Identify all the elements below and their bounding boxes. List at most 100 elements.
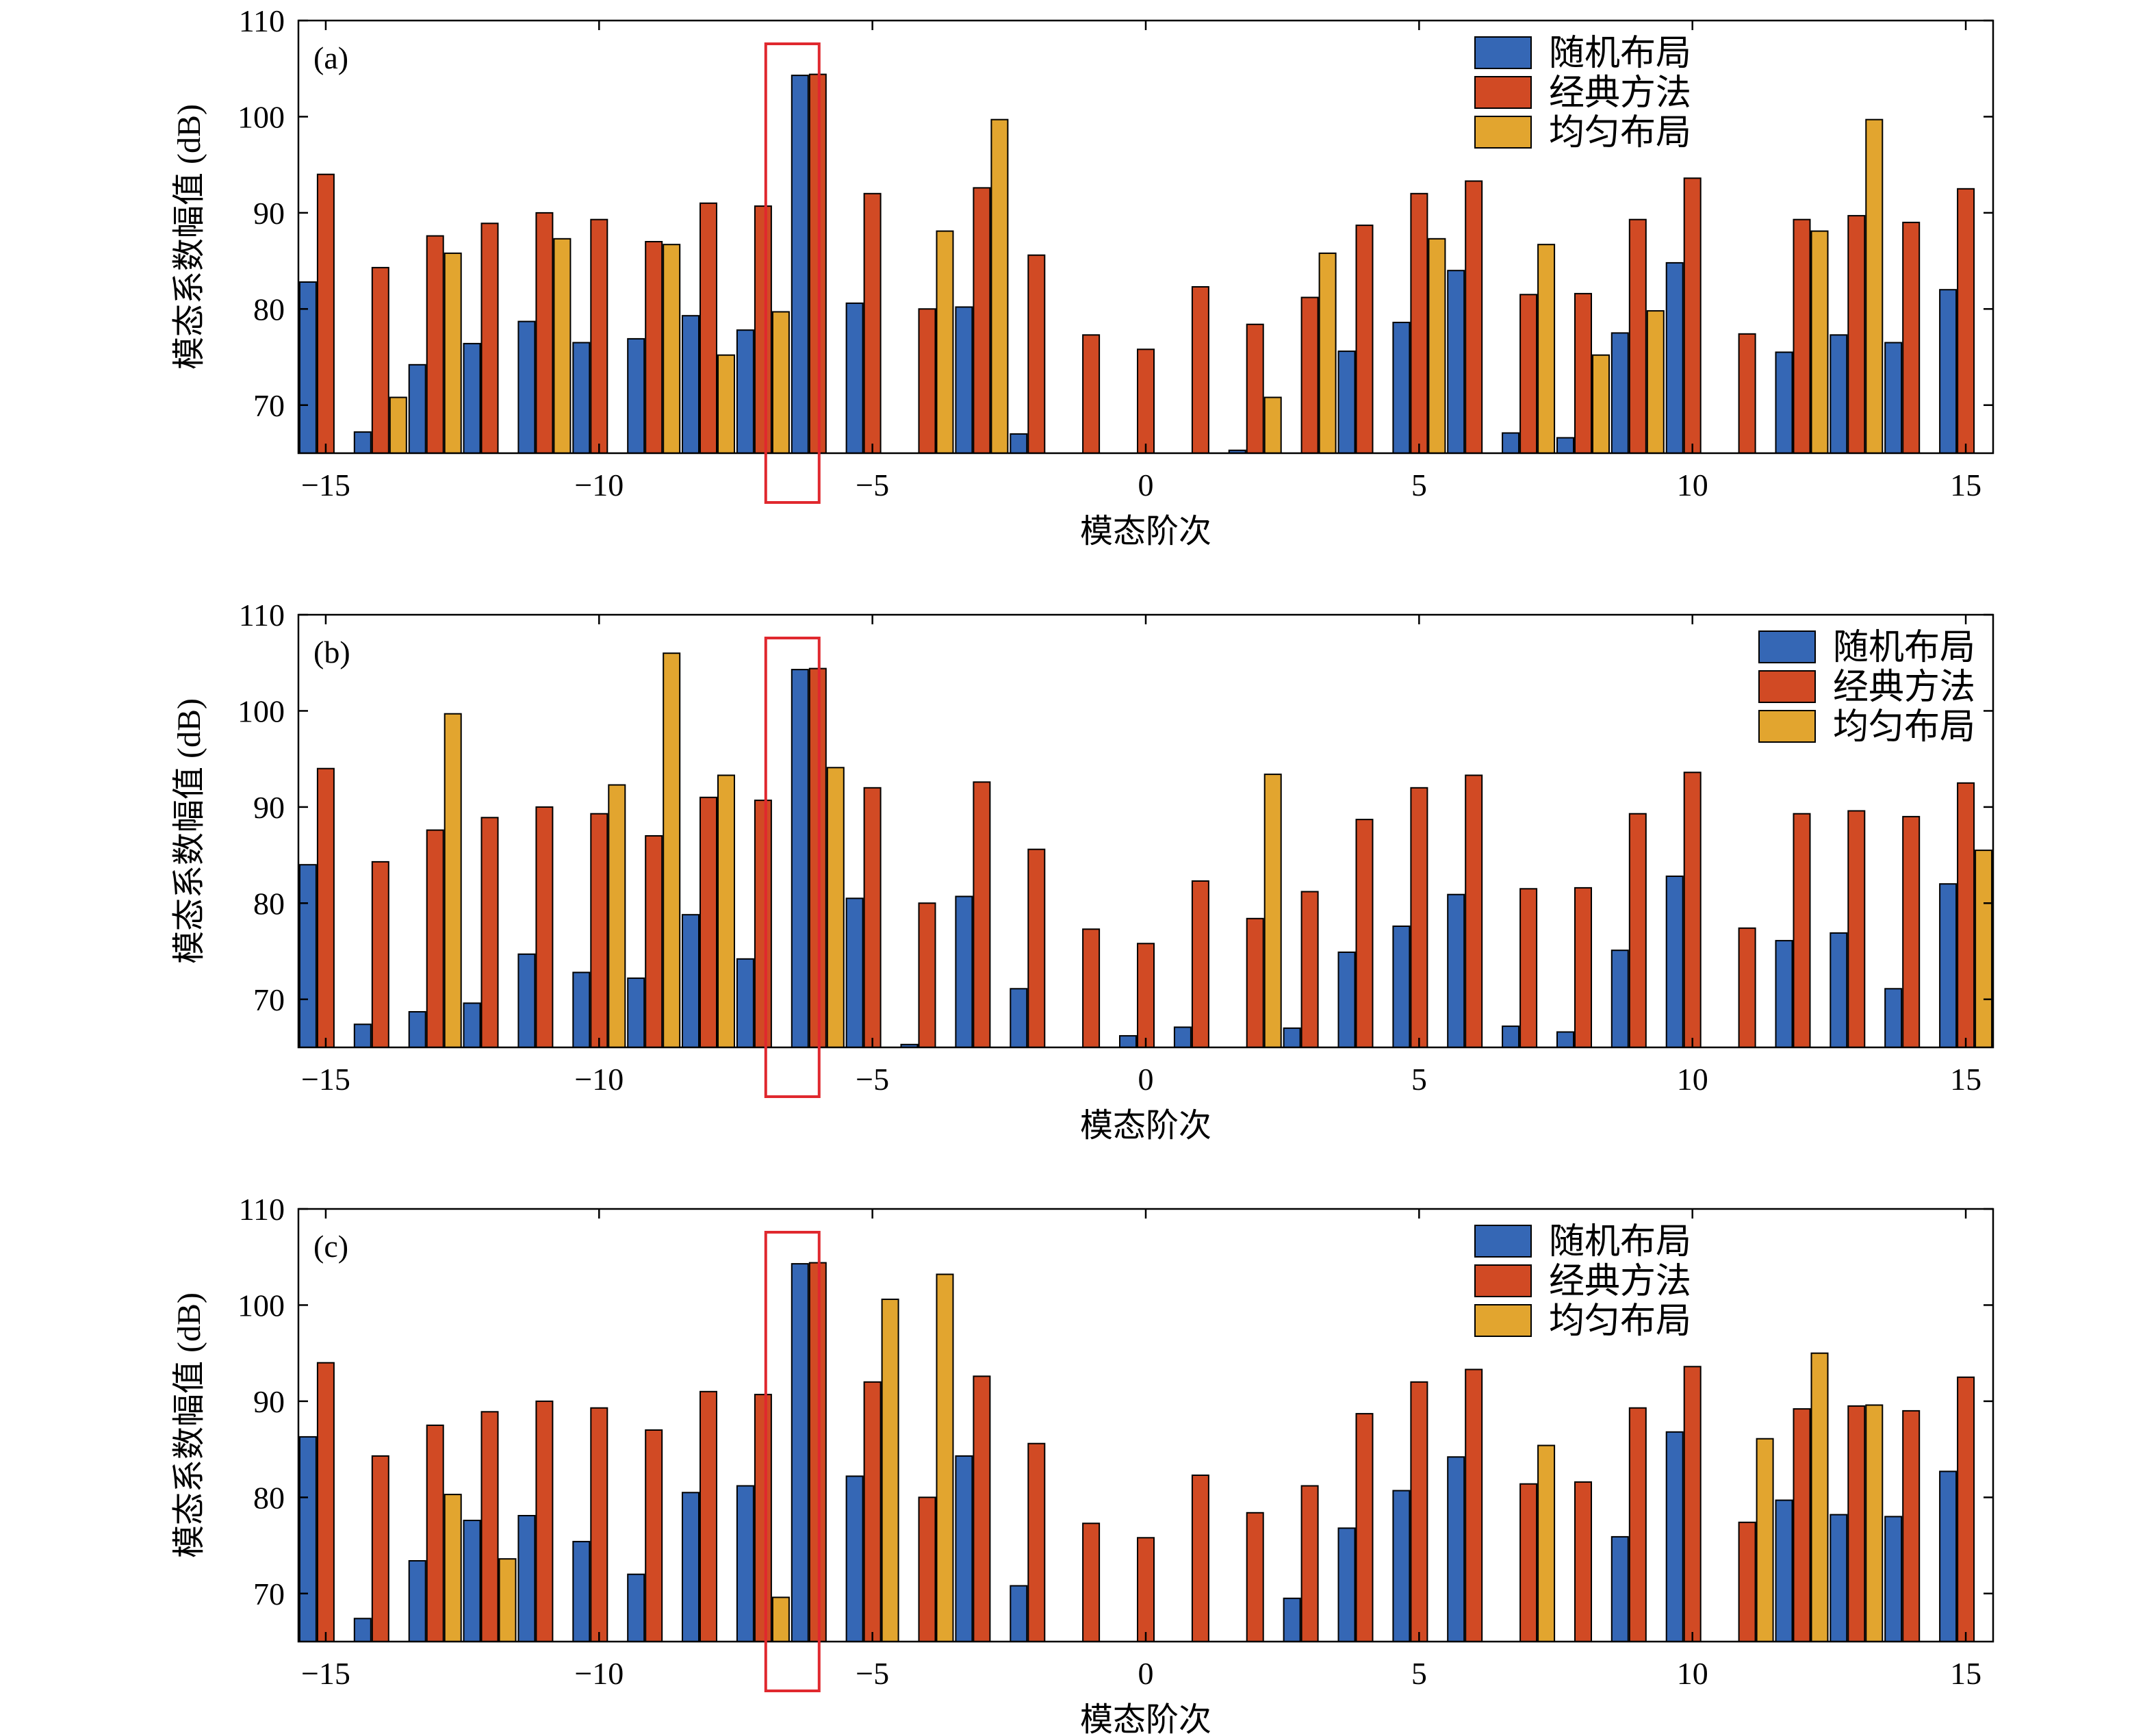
y-axis-label: 模态系数幅值 (dB) — [171, 104, 207, 370]
bar-classic-order-5 — [1410, 1381, 1428, 1643]
bar-random-order--11 — [517, 320, 536, 454]
legend-swatch-uniform — [1758, 710, 1816, 743]
bar-random-order-15 — [1939, 883, 1958, 1048]
bar-random-order--11 — [517, 1515, 536, 1642]
bar-random-order--3 — [955, 1455, 973, 1642]
bar-classic-order--8 — [700, 1390, 717, 1643]
y-tick-label: 80 — [253, 886, 285, 921]
panel-label: (a) — [313, 40, 348, 75]
bar-random-order--13 — [408, 1560, 426, 1642]
bar-random-order--13 — [408, 364, 426, 454]
y-tick-label: 110 — [239, 3, 285, 38]
x-axis-label: 模态阶次 — [1080, 513, 1211, 550]
bar-random-order-0 — [1119, 1035, 1137, 1048]
bar-random-order--7 — [736, 329, 754, 455]
chart-panel-1: −15 −10 −5 0 5 10 15 70 80 90 100 110 模态阶次 模态系数幅值 (dB… — [171, 3, 1994, 550]
bar-random-order--5 — [845, 897, 864, 1049]
y-tick-label: 100 — [238, 99, 285, 134]
bar-random-order-6 — [1447, 270, 1465, 454]
bar-classic-order--14 — [371, 1455, 389, 1642]
legend-swatch-uniform — [1474, 116, 1532, 149]
bar-classic-order--13 — [426, 1425, 444, 1642]
bar-random-order-15 — [1939, 1470, 1958, 1642]
bar-classic-order-14 — [1902, 815, 1921, 1049]
bar-random-order-13 — [1830, 334, 1848, 454]
bar-classic-order--9 — [645, 835, 663, 1048]
bar-classic-order--5 — [863, 192, 882, 454]
bar-classic-order--12 — [480, 222, 499, 454]
x-tick-label: 15 — [1950, 1062, 1981, 1097]
bar-random-order--15 — [298, 864, 317, 1048]
legend-label-random: 随机布局 — [1549, 1223, 1691, 1262]
x-axis-label: 模态阶次 — [1080, 1108, 1211, 1144]
bar-classic-order-14 — [1902, 1410, 1921, 1642]
bar-classic-order-12 — [1793, 813, 1811, 1048]
bar-random-order--14 — [353, 1618, 372, 1643]
bar-random-order--2 — [1010, 433, 1028, 455]
bar-random-order-7 — [1502, 432, 1520, 454]
bar-random-order--7 — [736, 958, 754, 1049]
bar-uniform-order--11 — [553, 238, 572, 454]
y-tick-label: 110 — [239, 1192, 285, 1227]
bar-random-order-13 — [1830, 1514, 1848, 1643]
bar-classic-order--11 — [535, 212, 554, 454]
bar-uniform-order--6 — [826, 767, 845, 1049]
x-tick-label: 10 — [1677, 468, 1708, 502]
y-tick-label: 100 — [238, 1288, 285, 1323]
bar-random-order-6 — [1447, 893, 1465, 1048]
bar-classic-order--15 — [316, 173, 335, 454]
bar-classic-order--12 — [480, 1411, 499, 1643]
bar-uniform-order--3 — [990, 118, 1009, 454]
bar-classic-order-12 — [1793, 218, 1811, 454]
bar-random-order-7 — [1502, 1025, 1520, 1048]
bar-uniform-order-11 — [1756, 1438, 1774, 1642]
bar-classic-order--4 — [918, 902, 936, 1049]
bar-uniform-order--5 — [881, 1299, 899, 1642]
bar-uniform-order-15 — [1975, 850, 1993, 1048]
x-tick-label: 5 — [1411, 1656, 1427, 1691]
bar-random-order--2 — [1010, 988, 1028, 1049]
legend-swatch-uniform — [1474, 1304, 1532, 1337]
bar-classic-order-7 — [1519, 1483, 1538, 1642]
bar-uniform-order--4 — [936, 1273, 954, 1642]
bar-random-order--6 — [791, 75, 809, 455]
bar-uniform-order--12 — [498, 1558, 517, 1642]
legend-label-random: 随机布局 — [1833, 628, 1975, 667]
x-tick-label: 15 — [1950, 1656, 1981, 1691]
bar-random-order-15 — [1939, 289, 1958, 455]
bar-random-order-10 — [1665, 262, 1684, 454]
bar-random-order-12 — [1775, 940, 1793, 1048]
bar-random-order--10 — [572, 971, 591, 1048]
y-tick-label: 70 — [253, 388, 285, 423]
bar-classic-order--10 — [590, 813, 608, 1048]
bar-classic-order-15 — [1957, 188, 1975, 454]
bar-random-order-6 — [1447, 1456, 1465, 1643]
bar-random-order--14 — [353, 431, 372, 454]
y-tick-label: 90 — [253, 1384, 285, 1419]
bar-uniform-order--14 — [389, 396, 407, 454]
bar-classic-order--1 — [1082, 1522, 1101, 1643]
legend-label-uniform: 均匀布局 — [1549, 1302, 1691, 1341]
x-tick-label: 15 — [1950, 468, 1981, 502]
bar-classic-order-0 — [1137, 1537, 1155, 1643]
bar-classic-order-13 — [1847, 810, 1866, 1048]
x-tick-label: 0 — [1138, 468, 1154, 502]
bar-classic-order-11 — [1738, 927, 1756, 1049]
bar-classic-order--15 — [316, 1362, 335, 1642]
bar-uniform-order-3 — [1318, 252, 1337, 454]
legend-label-classic: 经典方法 — [1549, 1262, 1691, 1301]
chart-panel-2: −15 −10 −5 0 5 10 15 70 80 90 100 110 模态阶次 模态系数幅值 (dB… — [171, 598, 1994, 1144]
bar-classic-order--15 — [316, 767, 335, 1048]
bar-classic-order--8 — [700, 202, 717, 454]
x-tick-label: −15 — [301, 1062, 350, 1097]
bar-classic-order-10 — [1683, 772, 1702, 1049]
bar-random-order--5 — [845, 1475, 864, 1642]
bar-classic-order-11 — [1738, 1521, 1756, 1643]
bar-uniform-order--4 — [936, 230, 954, 454]
bar-classic-order--10 — [590, 1407, 608, 1642]
bar-classic-order--9 — [645, 241, 663, 454]
bar-random-order-3 — [1283, 1027, 1301, 1049]
bar-random-order-13 — [1830, 932, 1848, 1049]
bar-classic-order--7 — [754, 800, 772, 1048]
